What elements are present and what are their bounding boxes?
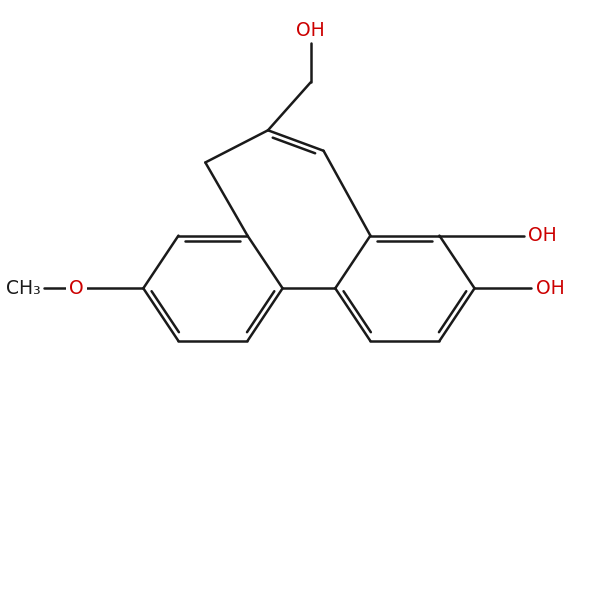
Text: O: O xyxy=(69,279,84,298)
Text: OH: OH xyxy=(536,279,565,298)
Text: CH₃: CH₃ xyxy=(5,279,40,298)
Text: OH: OH xyxy=(296,20,325,40)
Text: OH: OH xyxy=(529,226,557,245)
